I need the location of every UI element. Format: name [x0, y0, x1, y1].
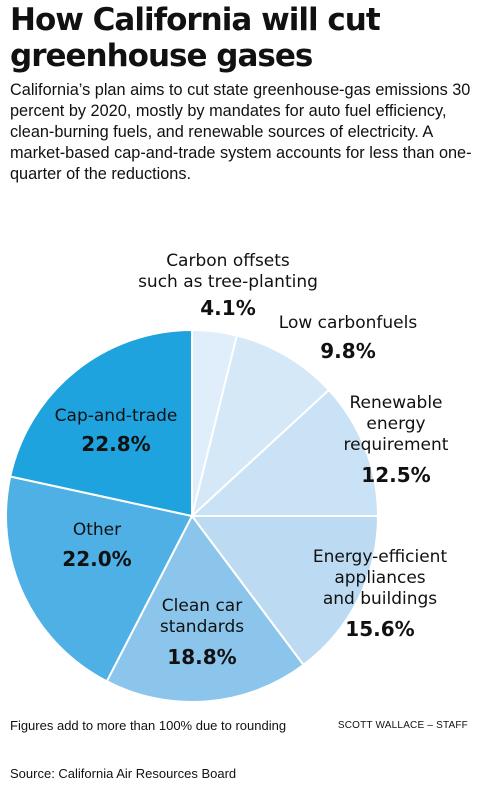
slice-value: 18.8% [167, 645, 236, 669]
slice-label: Carbon offsets such as tree-planting [138, 251, 318, 292]
slice-value: 22.8% [81, 432, 150, 456]
slice-label: Energy-efficient appliances and buildings [313, 547, 448, 609]
slice-label: Clean car standards [160, 596, 244, 637]
headline: How California will cut greenhouse gases [10, 2, 480, 74]
pie-labels: Carbon offsets such as tree-planting 4.1% L… [55, 251, 449, 669]
pie-slice [9, 328, 193, 518]
pie-slice [190, 334, 331, 519]
pie-slice [5, 475, 194, 683]
slice-value: 9.8% [320, 339, 375, 363]
slice-value: 4.1% [200, 296, 255, 320]
slice-label: Renewable energy requirement [344, 393, 449, 455]
pie-slices [5, 328, 380, 703]
slice-value: 12.5% [361, 463, 430, 487]
slice-label: Low carbonfuels [279, 313, 418, 333]
slice-label: Cap-and-trade [55, 406, 178, 426]
intro-text: California’s plan aims to cut state gree… [10, 81, 472, 183]
pie-slice [189, 388, 380, 517]
pie-slice [105, 514, 305, 703]
source-line: Source: California Air Resources Board [10, 766, 237, 781]
slice-value: 22.0% [62, 547, 131, 571]
pie-chart: Carbon offsets such as tree-planting 4.1% L… [5, 251, 449, 703]
pie-slice [190, 515, 380, 667]
staff-credit: SCOTT WALLACE – STAFF [337, 720, 468, 731]
slice-label: Other [73, 520, 121, 540]
slice-value: 15.6% [345, 617, 414, 641]
rounding-note: Figures add to more than 100% due to rou… [10, 718, 287, 733]
headline-line-2: greenhouse gases [10, 38, 313, 74]
headline-line-1: How California will cut [10, 2, 381, 38]
